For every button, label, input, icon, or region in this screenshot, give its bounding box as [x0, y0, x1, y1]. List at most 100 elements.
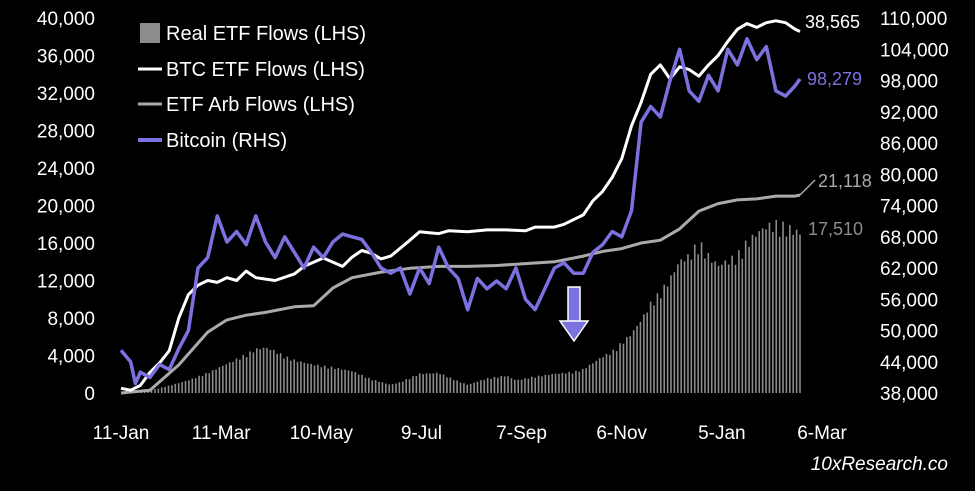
real-etf-flow-bar — [354, 372, 356, 393]
x-tick-label: 11-Mar — [192, 423, 251, 444]
real-etf-flow-bar — [714, 261, 716, 393]
real-etf-flow-bar — [164, 387, 166, 393]
real-etf-flow-bar — [623, 344, 625, 393]
real-etf-flow-bar — [453, 380, 455, 393]
real-etf-flow-bar — [310, 364, 312, 393]
real-etf-flow-bar — [609, 355, 611, 393]
real-etf-flow-bar — [650, 302, 652, 393]
real-etf-flow-bar — [307, 363, 309, 393]
real-etf-flow-bar — [450, 377, 452, 393]
real-etf-flow-bar — [796, 230, 798, 393]
real-etf-flow-bar — [443, 375, 445, 393]
y-left-tick-label: 0 — [84, 384, 95, 405]
real-etf-flow-bar — [640, 322, 642, 393]
real-etf-flow-bar — [616, 351, 618, 393]
y-right-tick-label: 80,000 — [880, 165, 938, 186]
real-etf-flow-bar — [684, 261, 686, 393]
y-axis-left: 04,0008,00012,00016,00020,00024,00028,00… — [37, 9, 95, 405]
real-etf-flow-bar — [385, 384, 387, 393]
real-etf-flow-bar — [589, 365, 591, 393]
real-etf-flow-bar — [711, 263, 713, 393]
real-etf-flow-bar — [154, 389, 156, 393]
real-etf-flow-bar — [531, 377, 533, 393]
real-etf-flow-bar — [382, 382, 384, 393]
real-etf-flow-bar — [212, 370, 214, 393]
real-etf-flow-bar — [504, 376, 506, 393]
y-left-tick-label: 8,000 — [47, 309, 95, 330]
y-left-tick-label: 28,000 — [37, 122, 95, 143]
real-etf-flow-bar — [599, 358, 601, 393]
real-etf-flow-bar — [701, 242, 703, 393]
legend: Real ETF Flows (LHS) BTC ETF Flows (LHS)… — [138, 23, 366, 152]
real-etf-flow-bar — [263, 348, 265, 393]
real-etf-flow-bar — [521, 380, 523, 393]
real-etf-flow-bar — [433, 373, 435, 393]
real-etf-flow-bar — [168, 386, 170, 393]
real-etf-flow-bar — [236, 359, 238, 393]
y-right-tick-label: 86,000 — [880, 134, 938, 155]
y-axis-right: 38,00044,00050,00056,00062,00068,00074,0… — [880, 9, 949, 405]
real-etf-flow-bar — [528, 379, 530, 393]
real-etf-flow-bar — [643, 314, 645, 393]
y-right-tick-label: 38,000 — [880, 384, 938, 405]
real-etf-flow-bar — [178, 383, 180, 393]
real-etf-flow-bar — [327, 369, 329, 393]
real-etf-flow-bar — [752, 235, 754, 393]
real-etf-flow-bar — [324, 366, 326, 393]
real-etf-flow-bar — [300, 361, 302, 393]
real-etf-flow-bar — [487, 378, 489, 393]
real-etf-flow-bar — [538, 376, 540, 393]
real-etf-flow-bar — [348, 370, 350, 393]
real-etf-flow-bar — [419, 373, 421, 393]
real-etf-flow-bar — [511, 378, 513, 393]
real-etf-flow-bar — [480, 380, 482, 393]
real-etf-flow-bar — [375, 380, 377, 393]
y-right-tick-label: 44,000 — [880, 353, 938, 374]
real-etf-flow-bar — [253, 352, 255, 393]
real-etf-flow-bar — [215, 370, 217, 393]
real-etf-flow-bar — [412, 376, 414, 393]
real-etf-flow-bar — [646, 313, 648, 393]
real-etf-flow-bar — [290, 361, 292, 393]
real-etf-flow-bar — [185, 381, 187, 393]
legend-label-btc-etf-flows: BTC ETF Flows (LHS) — [166, 59, 365, 81]
real-etf-flow-bar — [368, 378, 370, 393]
y-left-tick-label: 4,000 — [47, 347, 95, 368]
y-left-tick-label: 36,000 — [37, 47, 95, 68]
real-etf-flow-bar — [524, 378, 526, 393]
real-etf-flow-bar — [748, 247, 750, 393]
real-etf-flow-bar — [741, 259, 743, 393]
y-left-tick-label: 32,000 — [37, 84, 95, 105]
real-etf-flow-bar — [371, 380, 373, 393]
x-tick-label: 5-Jan — [698, 423, 746, 444]
real-etf-flow-bar — [317, 365, 319, 393]
real-etf-flow-bar — [694, 245, 696, 393]
y-right-tick-label: 110,000 — [880, 9, 947, 30]
real-etf-flow-bar — [779, 237, 781, 393]
real-etf-flow-bar — [287, 357, 289, 393]
real-etf-flow-bar — [463, 383, 465, 393]
real-etf-flow-bar — [422, 374, 424, 393]
real-etf-flow-bar — [232, 362, 234, 393]
real-etf-flow-bar — [222, 366, 224, 393]
real-etf-flow-bar — [405, 379, 407, 393]
real-etf-flow-bar — [388, 384, 390, 393]
real-etf-flow-bar — [745, 241, 747, 393]
real-etf-flow-bar — [158, 389, 160, 393]
real-etf-flow-bar — [351, 371, 353, 393]
real-etf-flow-bar — [704, 258, 706, 393]
real-etf-flow-bar — [402, 382, 404, 393]
real-etf-flow-bar — [789, 225, 791, 393]
real-etf-flow-bar — [725, 260, 727, 393]
x-tick-label: 10-May — [290, 423, 354, 444]
y-right-tick-label: 98,000 — [880, 72, 938, 93]
real-etf-flow-bar — [568, 372, 570, 393]
real-etf-flow-bar — [293, 359, 295, 393]
real-etf-flow-bar — [225, 364, 227, 393]
real-etf-flow-bar — [341, 370, 343, 393]
real-etf-flow-bar — [198, 376, 200, 393]
real-etf-flow-bar — [629, 336, 631, 393]
real-etf-flow-bar — [331, 367, 333, 393]
